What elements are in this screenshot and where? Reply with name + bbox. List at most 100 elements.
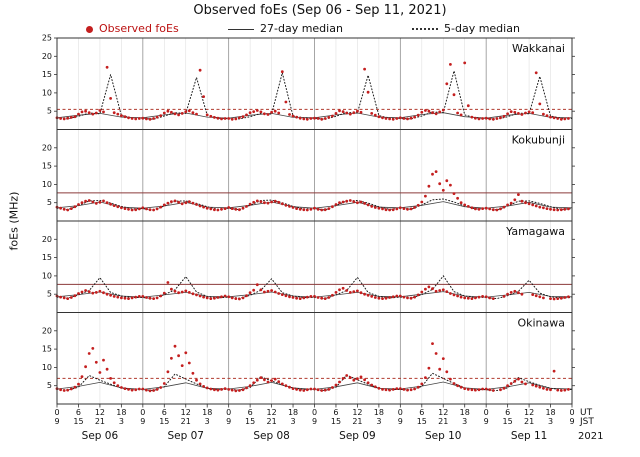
foes-point — [338, 109, 341, 113]
foes-point — [534, 204, 538, 208]
foes-point — [309, 295, 313, 298]
foes-point — [177, 200, 181, 204]
foes-point — [195, 112, 198, 116]
foes-point — [484, 295, 488, 299]
foes-point — [94, 111, 98, 115]
foes-point — [298, 207, 302, 211]
foes-point — [331, 205, 334, 209]
jst-tick-label: 15 — [73, 417, 83, 426]
foes-point — [559, 296, 563, 300]
foes-point — [334, 383, 338, 387]
foes-point — [141, 387, 145, 391]
foes-point — [470, 297, 474, 300]
foes-point — [123, 115, 127, 119]
foes-point — [187, 200, 191, 204]
ut-tick-label: 18 — [545, 408, 555, 417]
foes-point — [567, 295, 570, 299]
foes-point — [370, 205, 374, 208]
foes-point — [542, 386, 545, 390]
foes-point — [431, 342, 434, 345]
foes-point — [291, 387, 295, 390]
foes-point — [456, 384, 459, 388]
foes-point — [513, 110, 517, 114]
ut-tick-label: 18 — [374, 408, 384, 417]
foes-point — [466, 205, 470, 208]
foes-point — [556, 117, 560, 120]
foes-point — [431, 111, 434, 115]
foes-point — [155, 296, 159, 300]
foes-point — [338, 288, 341, 292]
foes-point — [213, 388, 216, 392]
foes-point — [445, 290, 449, 293]
foes-point — [552, 116, 556, 120]
foes-point — [259, 288, 263, 292]
foes-point — [438, 110, 442, 114]
foes-point — [506, 292, 509, 296]
foes-point — [87, 111, 91, 115]
foes-point — [445, 179, 449, 183]
foes-point — [406, 388, 409, 392]
foes-point — [230, 207, 234, 211]
foes-point — [348, 376, 352, 379]
foes-point — [420, 290, 424, 294]
foes-point — [391, 388, 395, 391]
foes-point — [205, 386, 209, 390]
foes-point — [252, 288, 256, 292]
jst-tick-label: 3 — [119, 417, 124, 426]
foes-point — [470, 115, 474, 119]
foes-point — [474, 388, 477, 392]
foes-point — [506, 384, 509, 388]
foes-point — [427, 285, 431, 289]
foes-point — [152, 117, 156, 120]
jst-tick-label: 21 — [352, 417, 362, 426]
foes-point — [513, 379, 517, 383]
foes-point — [69, 296, 73, 299]
foes-point — [316, 388, 320, 392]
foes-point — [245, 113, 248, 117]
foes-point — [173, 344, 177, 348]
foes-point — [259, 200, 263, 204]
foes-point — [234, 117, 238, 121]
foes-point — [62, 296, 66, 300]
foes-point — [352, 200, 356, 204]
foes-point — [313, 387, 316, 391]
foes-point — [331, 293, 334, 297]
foes-point — [377, 115, 381, 119]
foes-point — [137, 117, 141, 120]
legend-item-observed-foes: Observed foEs — [86, 22, 179, 35]
y-tick-label: 10 — [42, 271, 52, 280]
foes-point — [434, 289, 438, 293]
foes-point — [563, 207, 567, 211]
foes-point — [91, 112, 95, 116]
foes-point — [241, 206, 245, 210]
foes-point — [502, 114, 506, 118]
foes-point — [427, 366, 431, 370]
foes-point — [255, 283, 259, 287]
station-label: Yamagawa — [505, 225, 565, 238]
jst-tick-label: 9 — [140, 417, 145, 426]
foes-point — [502, 386, 506, 390]
foes-point — [277, 380, 281, 384]
foes-point — [152, 208, 156, 212]
foes-point — [388, 296, 391, 299]
jst-tick-label: 21 — [95, 417, 105, 426]
foes-point — [162, 203, 166, 207]
foes-point — [198, 294, 202, 298]
foes-point — [120, 386, 123, 389]
foes-point — [309, 207, 313, 211]
foes-point — [459, 295, 463, 299]
foes-point — [345, 374, 349, 377]
foes-point — [159, 294, 163, 298]
station-label: Wakkanai — [512, 42, 565, 55]
foes-point — [463, 61, 467, 65]
foes-point — [424, 194, 427, 198]
foes-point — [220, 117, 223, 121]
foes-point — [109, 202, 112, 206]
foes-point — [320, 296, 324, 300]
foes-point — [302, 208, 306, 212]
foes-point — [542, 112, 545, 116]
foes-point — [59, 117, 62, 120]
foes-point — [195, 293, 198, 297]
chart-title: Observed foEs (Sep 06 - Sep 11, 2021) — [193, 3, 447, 18]
